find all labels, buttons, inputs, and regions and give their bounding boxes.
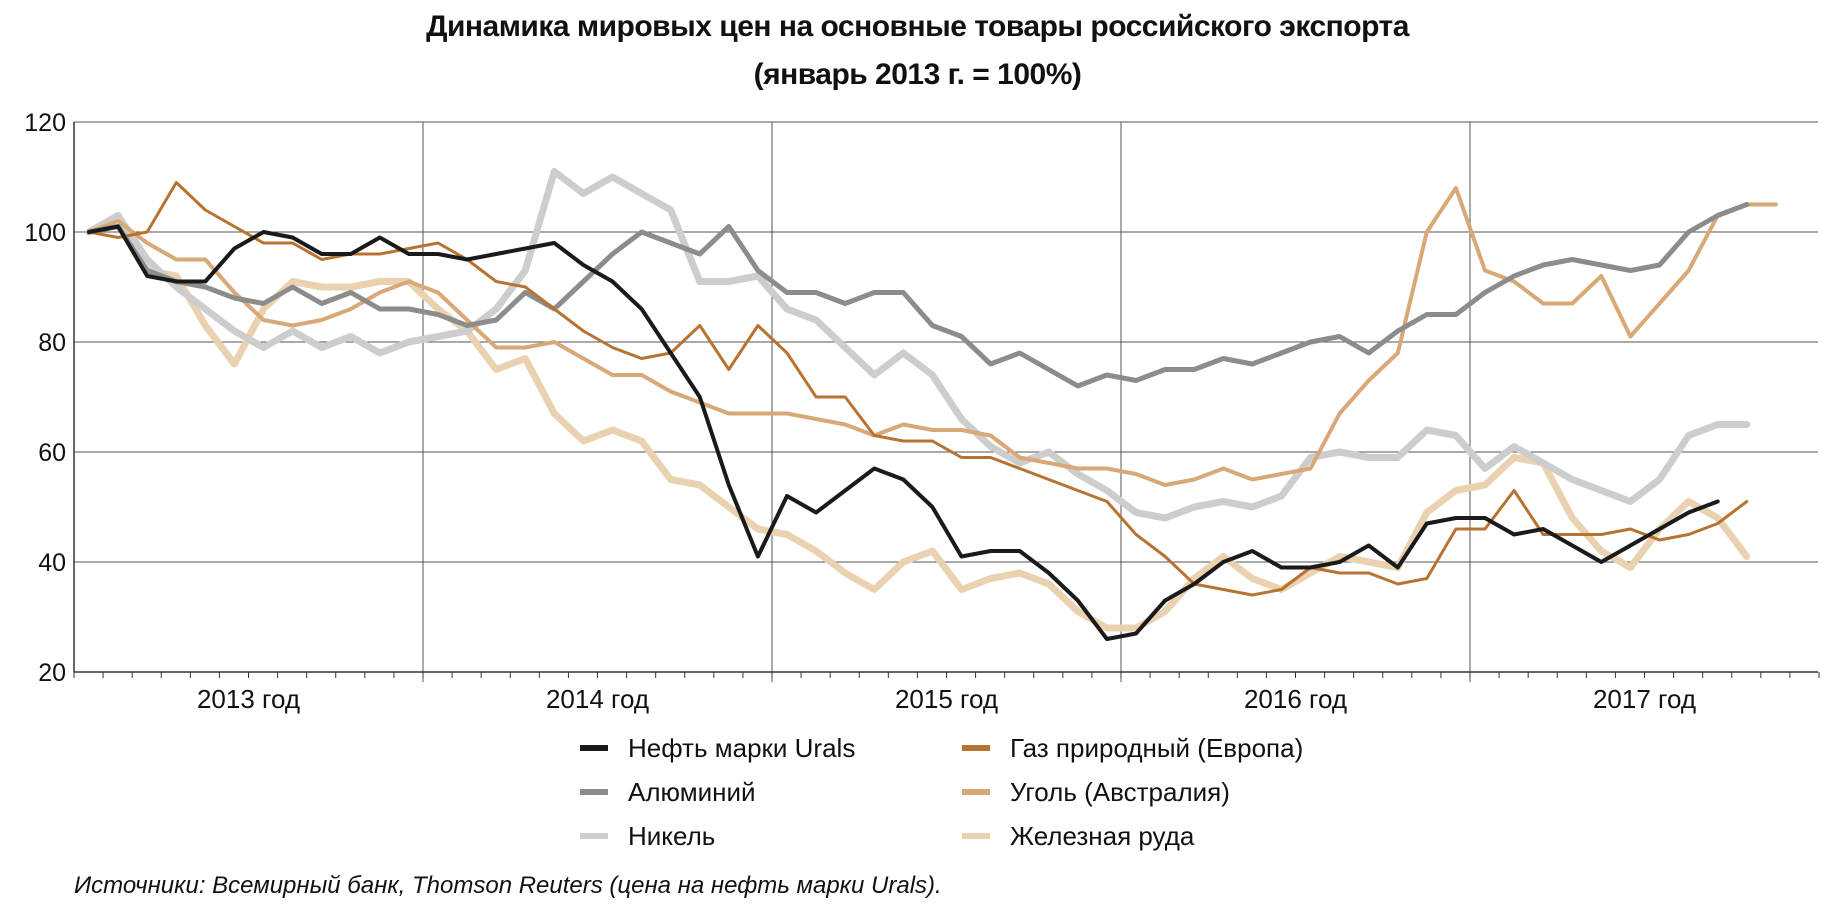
legend-label: Газ природный (Европа)	[1010, 732, 1304, 763]
legend-item-aluminum: Алюминий	[580, 777, 962, 807]
series-line-3	[87, 186, 1778, 487]
legend-label: Нефть марки Urals	[628, 732, 856, 763]
legend-item-gas: Газ природный (Европа)	[962, 733, 1342, 763]
chart-subtitle: (январь 2013 г. = 100%)	[753, 58, 1082, 91]
y-tick-label: 100	[24, 219, 66, 247]
series-line-4	[85, 168, 1751, 522]
legend-swatch	[962, 833, 990, 839]
legend-swatch	[962, 745, 990, 751]
series-line-0	[87, 224, 1720, 641]
x-year-label: 2013 год	[197, 684, 300, 714]
source-note: Источники: Всемирный банк, Thomson Reute…	[74, 872, 942, 899]
legend: Нефть марки Urals Газ природный (Европа)…	[580, 733, 1340, 851]
axes: 20 40 60 80 100 120 2013 год 2014 год 2015 год 20…	[24, 109, 1820, 714]
series-line-5	[85, 212, 1751, 632]
y-tick-label: 120	[24, 109, 66, 137]
legend-item-urals: Нефть марки Urals	[580, 733, 962, 763]
legend-swatch	[580, 745, 608, 751]
legend-swatch	[580, 789, 608, 795]
y-tick-label: 20	[38, 659, 66, 687]
grid	[74, 121, 1818, 682]
legend-item-nickel: Никель	[580, 821, 962, 851]
y-tick-label: 80	[38, 329, 66, 357]
legend-label: Уголь (Австралия)	[1010, 776, 1230, 807]
series-line-2	[86, 202, 1750, 389]
legend-label: Алюминий	[628, 776, 756, 807]
y-tick-label: 60	[38, 439, 66, 467]
legend-swatch	[580, 833, 608, 839]
y-tick-label: 40	[38, 549, 66, 577]
x-year-label: 2016 год	[1244, 684, 1347, 714]
legend-item-iron-ore: Железная руда	[962, 821, 1342, 851]
x-year-label: 2015 год	[895, 684, 998, 714]
legend-label: Никель	[628, 820, 716, 851]
series-lines	[85, 168, 1778, 641]
series-line-1	[87, 181, 1749, 597]
x-year-label: 2014 год	[546, 684, 649, 714]
legend-item-coal: Уголь (Австралия)	[962, 777, 1342, 807]
legend-label: Железная руда	[1010, 820, 1195, 851]
legend-swatch	[962, 789, 990, 795]
chart-title: Динамика мировых цен на основные товары …	[426, 10, 1409, 43]
x-year-label: 2017 год	[1593, 684, 1696, 714]
